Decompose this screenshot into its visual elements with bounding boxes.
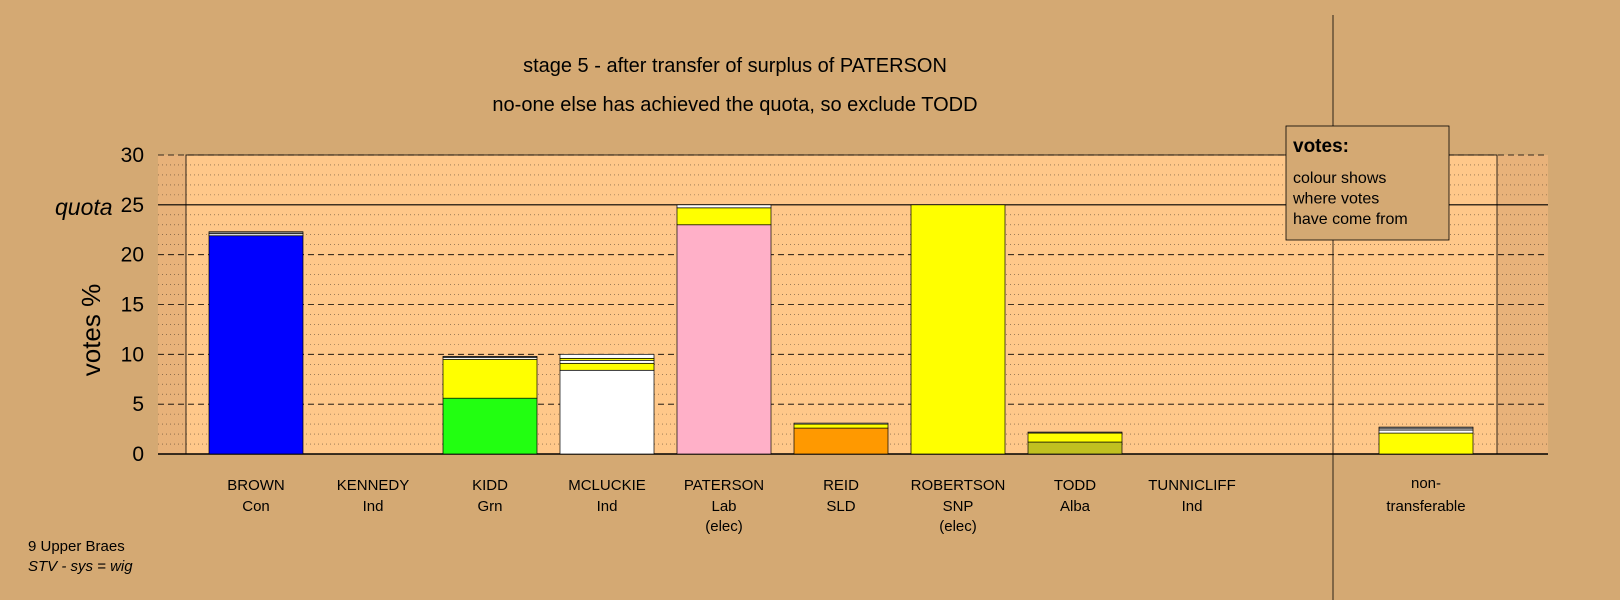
candidate-reid-party-label: SLD: [826, 498, 855, 515]
y-tick-label: 0: [132, 443, 144, 466]
legend-line: colour shows: [1293, 170, 1386, 187]
candidate-brown-bar-segment: [208, 235, 304, 455]
candidate-kidd-party-label: Grn: [477, 498, 502, 515]
candidate-paterson-name-label: PATERSON: [684, 477, 764, 494]
y-tick-label: 10: [121, 343, 144, 366]
candidate-paterson-bar-segment: [676, 204, 772, 209]
candidate-kennedy-party-label: Ind: [363, 498, 384, 515]
candidate-paterson-bar-segment: [676, 207, 772, 226]
candidate-mcluckie-bar-segment: [559, 362, 655, 371]
candidate-tunnicliff-party-label: Ind: [1182, 498, 1203, 515]
candidate-todd-bar-segment: [1027, 441, 1123, 455]
legend-title: votes:: [1293, 136, 1349, 157]
candidate-robertson-party-label: SNP: [943, 498, 974, 515]
legend-box: votes: colour shows where votes have come f…: [1285, 125, 1450, 241]
candidate-kidd-name-label: KIDD: [472, 477, 508, 494]
candidate-todd-bar: [1027, 431, 1123, 455]
candidate-kidd-bar-segment: [442, 358, 538, 399]
non-transferable-label-1: non-: [1411, 475, 1441, 492]
candidate-mcluckie-bar-segment: [559, 353, 655, 359]
non-transferable-bar-segment: [1378, 432, 1474, 455]
candidate-reid-bar-segment: [793, 423, 889, 429]
non-transferable-bar-segment: [1378, 426, 1474, 429]
footer-line-1: 9 Upper Braes: [28, 538, 125, 555]
candidate-paterson-party-label: Lab: [711, 498, 736, 515]
candidate-mcluckie-party-label: Ind: [597, 498, 618, 515]
candidate-robertson-bar: [910, 204, 1006, 455]
y-tick-label: 5: [132, 393, 144, 416]
candidate-brown-bar: [208, 231, 304, 455]
candidate-paterson-elected-label: (elec): [705, 518, 743, 535]
y-axis-label: votes %: [76, 284, 106, 377]
candidate-robertson-elected-label: (elec): [939, 518, 977, 535]
non-transferable-label-2: transferable: [1386, 498, 1465, 515]
legend-frame: [1285, 125, 1450, 241]
non-transferable-bar-segment: [1378, 429, 1474, 434]
footer-line-2: STV - sys = wig: [28, 558, 133, 575]
candidate-paterson-bar: [676, 204, 772, 455]
candidate-reid-bar-segment: [793, 427, 889, 455]
candidate-reid-name-label: REID: [823, 477, 859, 494]
candidate-kidd-bar-segment: [442, 397, 538, 455]
chart-subtitle: no-one else has achieved the quota, so e…: [492, 94, 977, 116]
candidate-paterson-bar-segment: [676, 224, 772, 455]
legend-line: have come from: [1293, 211, 1408, 228]
y-tick-label: 30: [121, 144, 144, 167]
candidate-mcluckie-bar-segment: [559, 359, 655, 364]
y-tick-label: 20: [121, 244, 144, 267]
candidate-robertson-name-label: ROBERTSON: [911, 477, 1006, 494]
candidate-todd-bar-segment: [1027, 432, 1123, 443]
candidate-kidd-bar: [442, 355, 538, 455]
candidate-brown-bar-segment: [208, 231, 304, 235]
candidate-mcluckie-name-label: MCLUCKIE: [568, 477, 646, 494]
candidate-mcluckie-bar-segment: [559, 369, 655, 455]
candidate-reid-bar: [793, 422, 889, 455]
candidate-reid-bar-segment: [793, 422, 889, 425]
y-tick-label: 15: [121, 294, 144, 317]
non-transferable-bar: [1378, 426, 1474, 455]
candidate-brown-name-label: BROWN: [227, 477, 285, 494]
candidate-todd-bar-segment: [1027, 431, 1123, 434]
y-tick-label: 25: [121, 194, 144, 217]
candidate-todd-name-label: TODD: [1054, 477, 1096, 494]
candidate-mcluckie-bar: [559, 353, 655, 455]
chart-title: stage 5 - after transfer of surplus of P…: [523, 55, 947, 77]
candidate-brown-party-label: Con: [242, 498, 270, 515]
legend-line: where votes: [1292, 191, 1379, 208]
quota-label: quota: [55, 194, 113, 220]
candidate-kidd-bar-segment: [442, 355, 538, 358]
candidate-kennedy-name-label: KENNEDY: [337, 477, 410, 494]
gridlines: [158, 154, 1548, 445]
candidate-tunnicliff-name-label: TUNNICLIFF: [1148, 477, 1236, 494]
candidate-todd-party-label: Alba: [1060, 498, 1091, 515]
candidate-robertson-bar-segment: [910, 204, 1006, 455]
